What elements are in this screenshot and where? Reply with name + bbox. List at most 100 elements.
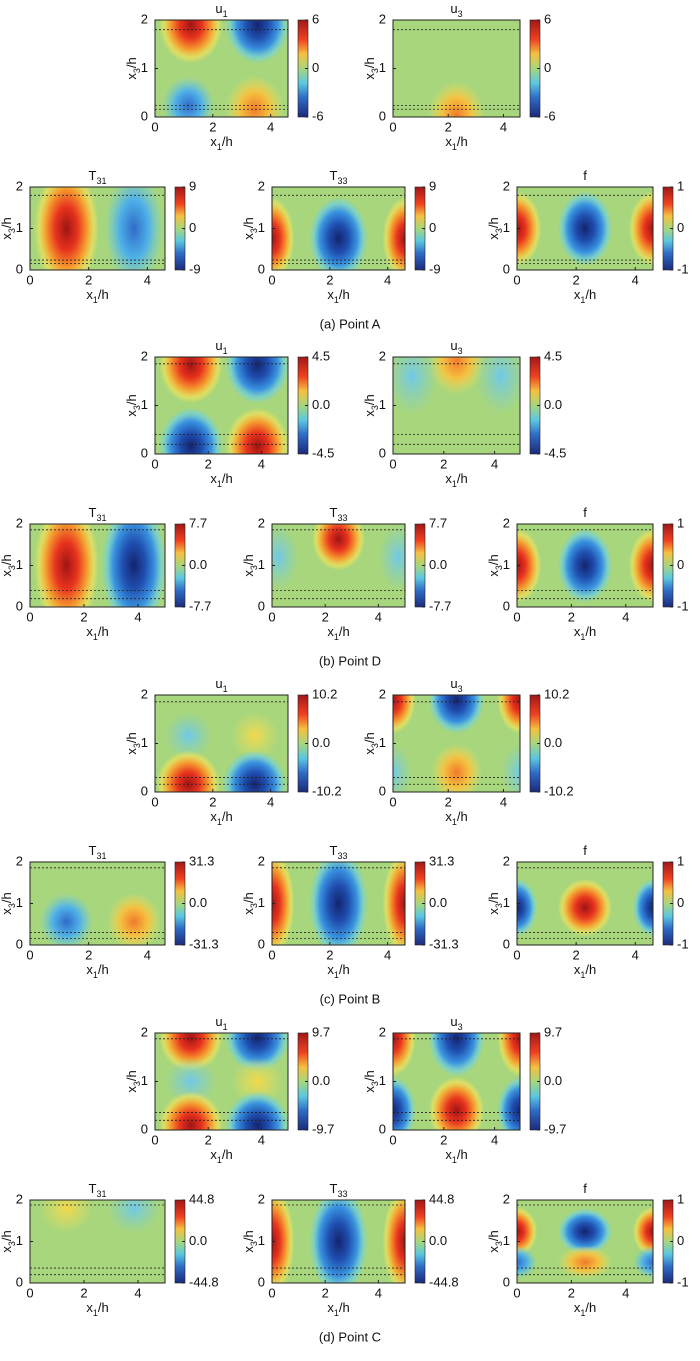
heatmap	[393, 357, 520, 454]
x-tick-label: 2	[440, 1132, 447, 1147]
colorbar-tick-label: -1	[677, 598, 689, 613]
heatmap	[30, 524, 165, 607]
panel-title: T31	[89, 843, 107, 861]
field-blob	[557, 191, 613, 266]
field-blob	[158, 20, 223, 64]
x-axis-label-part: x	[327, 287, 334, 302]
heatmap	[517, 862, 653, 945]
x-axis-label-part: x	[327, 962, 334, 977]
y-tick-label: 0	[258, 598, 265, 613]
y-axis-label-part: 3	[249, 1241, 259, 1246]
x-tick-label: 2	[80, 609, 87, 624]
y-axis-label-part: x	[362, 748, 377, 755]
y-axis-label-part: /h	[124, 57, 139, 68]
x-axis-label-part: x	[445, 809, 452, 824]
x-tick-label: 0	[268, 1285, 275, 1300]
colorbar-tick-label: 10.2	[312, 686, 337, 701]
field-blob	[632, 1206, 653, 1257]
y-tick-label: 1	[16, 895, 23, 910]
colorbar-tick-label: -4.5	[312, 445, 334, 460]
field-blob	[393, 1033, 416, 1077]
y-tick-label: 0	[16, 1274, 23, 1289]
panel-title-part: u	[450, 1, 457, 16]
y-tick-label: 1	[379, 735, 386, 750]
x-tick-label: 0	[513, 1285, 520, 1300]
y-axis-label-part: /h	[362, 57, 377, 68]
colorbar-tick-label: 0.0	[189, 895, 207, 910]
panel-title-part: T	[89, 843, 97, 858]
x-axis-label: x1/h	[327, 962, 349, 980]
panel-title: u1	[215, 338, 227, 356]
y-tick-label: 2	[379, 348, 386, 363]
x-axis-label: x1/h	[445, 1147, 467, 1165]
y-axis-label-part: /h	[241, 554, 256, 565]
y-axis-label-part: 3	[7, 565, 17, 570]
x-axis-label-part: /h	[585, 624, 596, 639]
field-blob	[382, 1200, 405, 1283]
x-axis-label: x1/h	[86, 287, 108, 305]
heatmap	[155, 695, 288, 792]
y-tick-label: 1	[141, 1073, 148, 1088]
x-axis-label-part: x	[445, 471, 452, 486]
y-axis-label-part: /h	[0, 554, 14, 565]
panel-title-part: 31	[96, 513, 106, 523]
x-tick-label: 2	[80, 1285, 87, 1300]
field-blob	[39, 892, 94, 945]
x-axis-label-part: x	[86, 287, 93, 302]
x-tick-label: 0	[26, 1285, 33, 1300]
y-tick-label: 2	[141, 686, 148, 701]
x-axis-label-part: /h	[585, 287, 596, 302]
x-tick-label: 4	[144, 947, 151, 962]
x-tick-label: 0	[513, 272, 520, 287]
heatmap	[30, 862, 165, 945]
y-axis-label: x3/h	[0, 892, 17, 914]
x-axis-label-part: 1	[580, 1308, 585, 1318]
colorbar-tick-label: 31.3	[429, 853, 454, 868]
panel-title: u3	[450, 1014, 462, 1032]
y-tick-label: 1	[16, 557, 23, 572]
field-blob	[431, 743, 482, 792]
x-tick-label: 0	[513, 947, 520, 962]
x-axis-label-part: /h	[339, 962, 350, 977]
y-axis-label-part: x	[124, 410, 139, 417]
y-tick-label: 2	[503, 853, 510, 868]
field-blob	[632, 1245, 653, 1279]
x-axis-label-part: /h	[222, 471, 233, 486]
field-blob	[225, 1091, 288, 1130]
x-tick-label: 4	[622, 1285, 629, 1300]
field-blob	[272, 196, 295, 270]
field-blob	[164, 711, 213, 760]
x-tick-label: 0	[389, 794, 396, 809]
heatmap	[272, 862, 405, 945]
panel-title-part: 33	[337, 1189, 347, 1199]
colorbar-tick-label: -7.7	[189, 598, 211, 613]
panel-title-part: 3	[458, 346, 463, 356]
panel-title: T31	[89, 168, 107, 186]
x-tick-label: 4	[500, 794, 507, 809]
x-tick-label: 2	[326, 947, 333, 962]
field-blob	[517, 528, 542, 603]
y-axis-label-part: x	[241, 570, 256, 577]
y-axis-label-part: x	[486, 908, 501, 915]
y-tick-label: 0	[503, 936, 510, 951]
field-blob	[628, 191, 653, 266]
y-axis-label: x3/h	[0, 217, 17, 239]
y-tick-label: 0	[141, 1121, 148, 1136]
y-axis-label-part: /h	[362, 394, 377, 405]
x-axis-label-part: 1	[452, 479, 457, 489]
y-tick-label: 1	[16, 220, 23, 235]
heatmap	[517, 1200, 653, 1283]
y-tick-label: 2	[141, 1024, 148, 1039]
field-blob	[517, 878, 538, 937]
x-axis-label-part: 1	[580, 970, 585, 980]
colorbar-tick-label: -9.7	[312, 1121, 334, 1136]
y-tick-label: 2	[16, 853, 23, 868]
field-blob	[230, 711, 279, 760]
colorbar-tick-label: 1	[677, 178, 684, 193]
field-blob	[106, 892, 161, 945]
field-blob	[104, 187, 164, 270]
colorbar-tick-label: -1	[677, 1274, 689, 1289]
panel-title: T33	[330, 505, 348, 523]
field-blob	[557, 878, 613, 937]
y-axis-label: x3/h	[124, 732, 142, 754]
